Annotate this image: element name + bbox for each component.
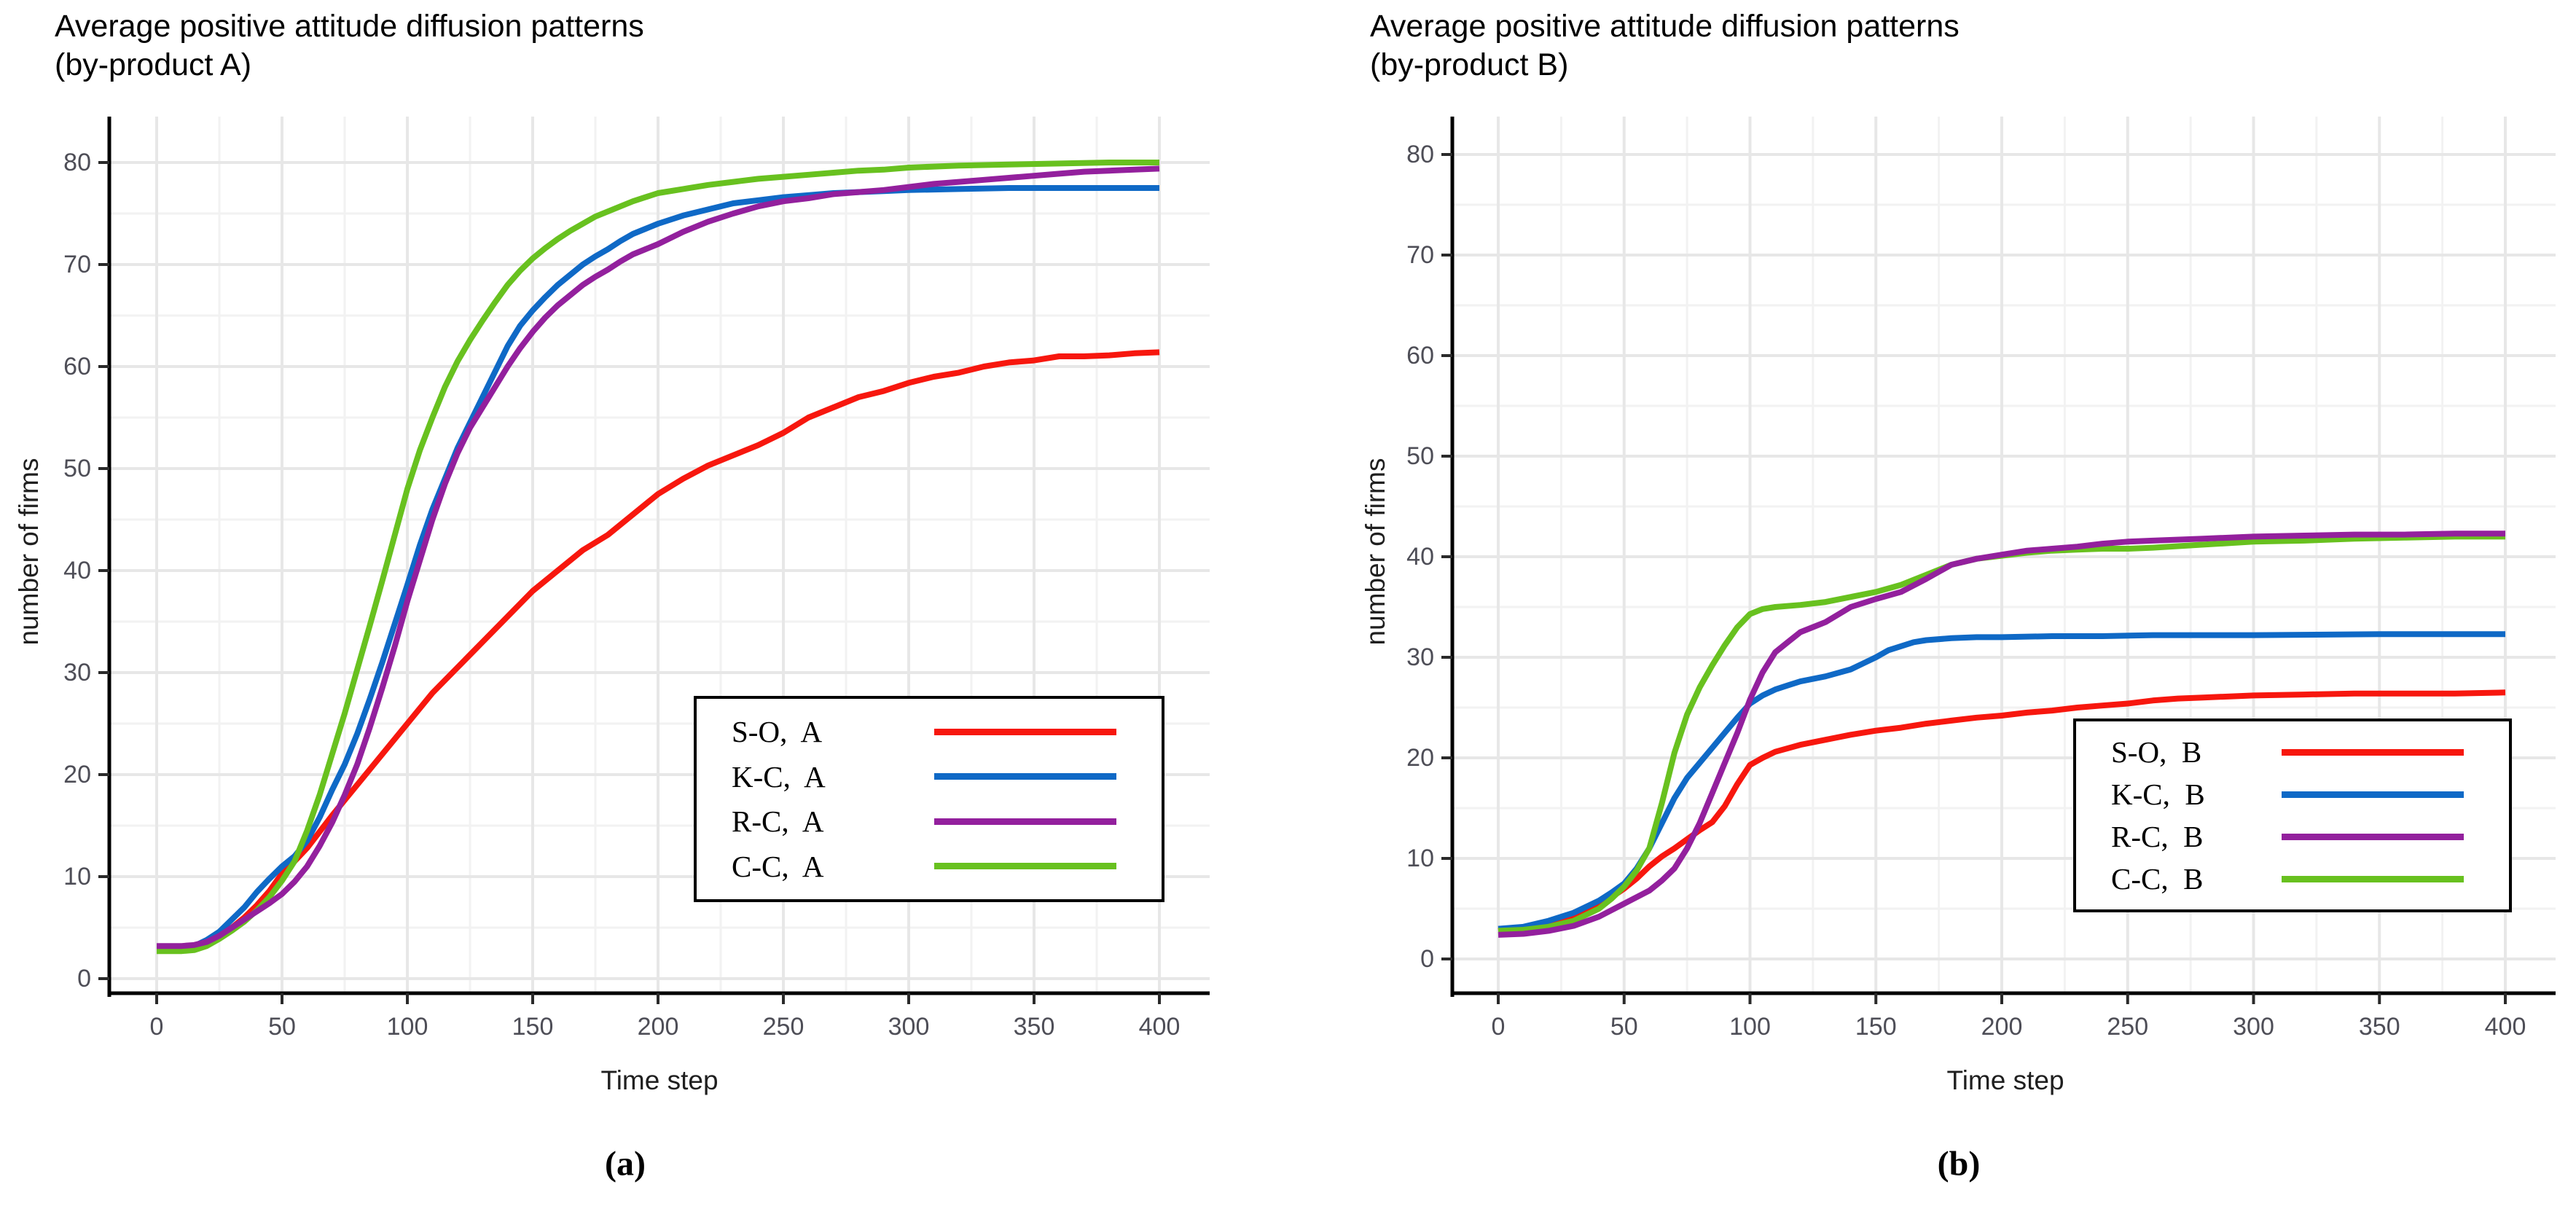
series-line-r-c-b (1498, 530, 2505, 938)
legend-label: S-O, A (732, 715, 823, 749)
legend-line-swatch (934, 863, 1116, 870)
chart-title-b: Average positive attitude diffusion patt… (1370, 7, 1960, 85)
x-axis-title-b: Time step (1946, 1065, 2064, 1095)
legend-label: K-C, B (2111, 778, 2205, 811)
x-tick-label: 100 (386, 1013, 428, 1041)
x-tick-label: 150 (1855, 1013, 1897, 1041)
legend-label: R-C, B (2111, 820, 2204, 853)
x-tick-label: 400 (1138, 1013, 1181, 1041)
x-tick-label: 50 (268, 1013, 296, 1041)
y-tick-label: 40 (1406, 543, 1434, 571)
series-line-k-c-a (157, 185, 1159, 951)
y-tick-label: 10 (63, 863, 91, 890)
x-tick-label: 250 (2107, 1013, 2149, 1041)
series-line-c-c-a (157, 160, 1159, 955)
x-tick-label: 350 (2358, 1013, 2400, 1041)
y-axis-title-b: number of firms (1361, 458, 1390, 646)
plot-panel-b (1441, 117, 2556, 1004)
legend-item: R-C, B (2076, 819, 2509, 854)
legend-box-b: S-O, B K-C, B R-C, B C-C, B (2073, 718, 2512, 912)
x-axis-title-a: Time step (600, 1065, 719, 1095)
chart-title-b-line2: (by-product B) (1370, 47, 1569, 83)
legend-item: K-C, B (2076, 777, 2509, 812)
chart-title-b-line1: Average positive attitude diffusion patt… (1370, 9, 1960, 44)
y-tick-label: 40 (63, 557, 91, 584)
x-tick-label: 250 (762, 1013, 804, 1041)
x-tick-label: 150 (512, 1013, 554, 1041)
y-tick-label: 30 (1406, 643, 1434, 671)
x-tick-label: 350 (1013, 1013, 1055, 1041)
series-line-r-c-a (157, 165, 1160, 949)
legend-item: S-O, B (2076, 735, 2509, 770)
y-tick-label: 70 (63, 251, 91, 278)
legend-item: R-C, A (697, 804, 1162, 839)
legend-item: C-C, A (697, 849, 1162, 884)
y-tick-label: 80 (1406, 141, 1434, 168)
y-tick-label: 30 (63, 659, 91, 686)
series-line-s-o-b (1498, 689, 2506, 934)
legend-line-swatch (2282, 791, 2464, 798)
legend-label: K-C, A (732, 759, 826, 794)
y-tick-label: 50 (1406, 442, 1434, 470)
subfigure-caption-a: (a) (605, 1144, 646, 1183)
y-tick-label: 0 (1420, 945, 1434, 973)
y-tick-label: 70 (1406, 241, 1434, 269)
x-tick-label: 200 (1981, 1013, 2023, 1041)
y-tick-label: 20 (63, 761, 91, 788)
series-line-c-c-b (1498, 533, 2505, 934)
legend-line-swatch (934, 728, 1116, 735)
legend-item: S-O, A (697, 714, 1162, 749)
x-tick-label: 100 (1729, 1013, 1771, 1041)
legend-label: R-C, A (732, 804, 824, 839)
legend-label: C-C, B (2111, 862, 2204, 896)
subfigure-caption-b: (b) (1937, 1144, 1981, 1183)
x-tick-label: 50 (1610, 1013, 1638, 1041)
legend-line-swatch (934, 818, 1116, 825)
y-tick-label: 80 (63, 149, 91, 176)
chart-title-a-line2: (by-product A) (55, 47, 252, 83)
y-tick-label: 20 (1406, 744, 1434, 772)
x-tick-label: 200 (637, 1013, 679, 1041)
legend-box-a: S-O, A K-C, A R-C, A C-C, A (694, 696, 1164, 902)
series-line-s-o-a (157, 349, 1160, 951)
chart-title-a-line1: Average positive attitude diffusion patt… (55, 9, 644, 44)
y-tick-label: 50 (63, 455, 91, 482)
legend-line-swatch (934, 773, 1116, 780)
x-tick-label: 300 (2233, 1013, 2274, 1041)
legend-item: K-C, A (697, 759, 1162, 794)
x-tick-label: 0 (1491, 1013, 1506, 1041)
legend-item: C-C, B (2076, 861, 2509, 896)
y-tick-label: 60 (63, 353, 91, 380)
x-tick-label: 300 (888, 1013, 930, 1041)
legend-line-swatch (2282, 748, 2464, 756)
legend-label: S-O, B (2111, 735, 2202, 769)
y-tick-label: 60 (1406, 342, 1434, 369)
chart-title-a: Average positive attitude diffusion patt… (55, 7, 644, 85)
x-tick-label: 0 (149, 1013, 164, 1041)
y-axis-title-a: number of firms (14, 458, 44, 646)
y-tick-label: 10 (1406, 845, 1434, 872)
x-tick-label: 400 (2484, 1013, 2526, 1041)
y-tick-label: 0 (77, 965, 91, 992)
legend-line-swatch (2282, 875, 2464, 882)
legend-label: C-C, A (732, 849, 824, 883)
legend-line-swatch (2282, 833, 2464, 840)
